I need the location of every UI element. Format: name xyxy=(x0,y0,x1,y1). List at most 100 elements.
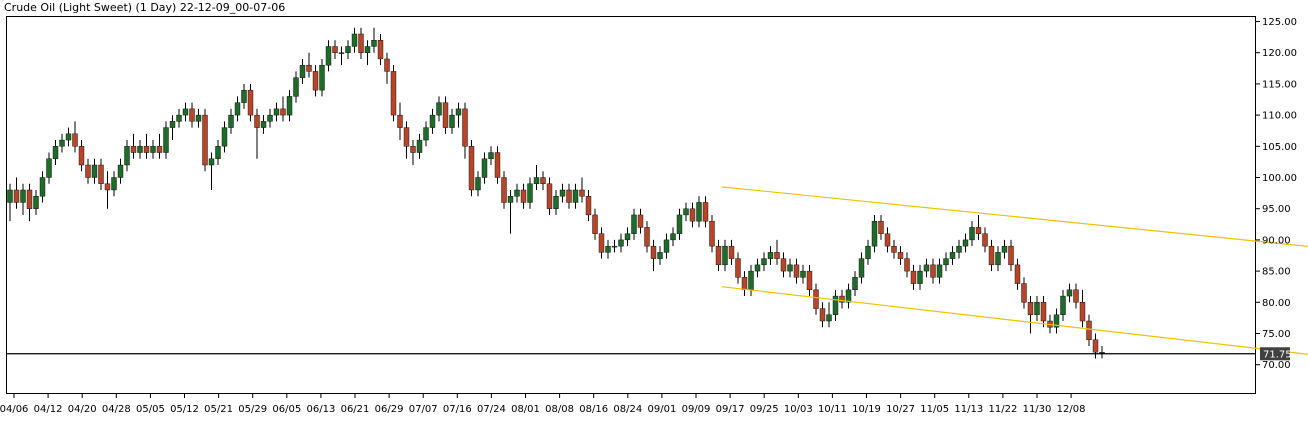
time-tick-label: 10/27 xyxy=(886,404,915,415)
candle-body-up xyxy=(936,264,943,278)
candle-body-down xyxy=(566,189,572,203)
candle xyxy=(878,214,884,240)
candle xyxy=(728,239,735,265)
candle xyxy=(189,102,195,128)
price-tick-label: 95.00 xyxy=(1262,204,1291,215)
candle-body-down xyxy=(1079,302,1086,322)
candle-body-up xyxy=(325,46,332,66)
candle xyxy=(72,121,78,153)
candle xyxy=(904,252,910,278)
candle xyxy=(1053,308,1060,334)
candle-body-down xyxy=(839,295,845,303)
candle-body-up xyxy=(618,239,624,247)
candle xyxy=(59,133,65,153)
candle-body-up xyxy=(572,189,579,203)
lower-channel-line xyxy=(721,286,1308,355)
candle-body-down xyxy=(592,214,598,234)
candle-body-down xyxy=(332,46,338,53)
candle-body-down xyxy=(1092,339,1099,353)
time-tick-label: 04/20 xyxy=(68,404,97,415)
candle-body-up xyxy=(663,239,670,253)
candle-body-up xyxy=(631,214,637,234)
candle-body-up xyxy=(871,220,878,247)
price-tick-label: 75.00 xyxy=(1262,329,1291,340)
candle xyxy=(741,271,748,297)
candle xyxy=(832,289,839,322)
candle xyxy=(247,83,254,122)
candle xyxy=(280,96,286,122)
candle-body-up xyxy=(91,164,98,178)
candle xyxy=(975,214,982,240)
candle-body-up xyxy=(923,264,930,272)
candle xyxy=(449,108,455,134)
candle-body-up xyxy=(962,239,969,247)
candle xyxy=(488,146,494,166)
candle xyxy=(130,133,137,159)
time-tick-label: 10/11 xyxy=(818,404,847,415)
candle xyxy=(1099,345,1105,359)
candle-body-up xyxy=(65,133,72,141)
candle xyxy=(806,264,813,297)
candle xyxy=(20,183,26,215)
candle-body-down xyxy=(78,146,85,166)
candle xyxy=(150,140,156,159)
candle xyxy=(735,252,741,284)
candle-body-up xyxy=(832,295,839,315)
candle-body-up xyxy=(559,189,566,197)
candle-body-up xyxy=(163,127,169,153)
candle-body-down xyxy=(644,227,650,247)
candle xyxy=(215,140,221,166)
candle xyxy=(481,152,488,184)
candle xyxy=(800,264,806,284)
candle-body-up xyxy=(761,258,767,266)
candle xyxy=(585,189,592,222)
candle-body-down xyxy=(780,258,787,272)
price-tag-label: 71.75 xyxy=(1263,349,1292,360)
candle-body-down xyxy=(774,252,780,259)
time-tick-label: 09/01 xyxy=(647,404,676,415)
candle xyxy=(605,239,611,259)
candle-body-up xyxy=(338,52,345,54)
candle xyxy=(527,177,533,209)
candle xyxy=(85,158,91,184)
candle-body-down xyxy=(910,270,917,284)
candle-body-up xyxy=(826,314,832,322)
candle-body-up xyxy=(481,158,488,178)
candle-body-down xyxy=(156,146,163,153)
price-tick-label: 80.00 xyxy=(1262,298,1291,309)
candle-body-up xyxy=(657,252,663,259)
candle xyxy=(1034,296,1040,322)
candle-body-up xyxy=(917,270,923,284)
time-axis: 04/06 04/12 04/20 04/28 05/05 05/12 05/21 05/29… xyxy=(0,393,1086,415)
candle xyxy=(410,140,416,166)
candle xyxy=(358,27,364,59)
candle-body-up xyxy=(995,252,1001,266)
candle-body-up xyxy=(319,64,325,91)
candle-body-up xyxy=(605,245,611,253)
candle xyxy=(13,177,20,209)
candle xyxy=(995,246,1001,272)
candle xyxy=(208,152,215,190)
time-tick-label: 05/12 xyxy=(170,404,199,415)
candle-body-down xyxy=(501,177,507,203)
time-tick-label: 05/05 xyxy=(136,404,165,415)
time-tick-label: 08/01 xyxy=(511,404,540,415)
price-axis: 125.00 120.00 115.00 110.00 105.00 100.00 95.0… xyxy=(1255,17,1297,371)
candle xyxy=(156,133,163,159)
candle-body-up xyxy=(722,245,728,266)
candle xyxy=(891,239,897,259)
candle-body-up xyxy=(455,108,462,116)
candle-body-up xyxy=(1066,289,1073,297)
candle-body-up xyxy=(754,264,761,272)
candle-body-up xyxy=(241,89,247,103)
candle-body-up xyxy=(507,196,514,203)
candle xyxy=(566,183,572,209)
candle-body-down xyxy=(540,177,546,184)
candle xyxy=(33,189,39,215)
candle-body-up xyxy=(20,189,26,203)
candle-body-down xyxy=(793,264,800,278)
candle xyxy=(962,233,969,253)
candle xyxy=(306,52,312,78)
candle-body-down xyxy=(988,245,995,266)
